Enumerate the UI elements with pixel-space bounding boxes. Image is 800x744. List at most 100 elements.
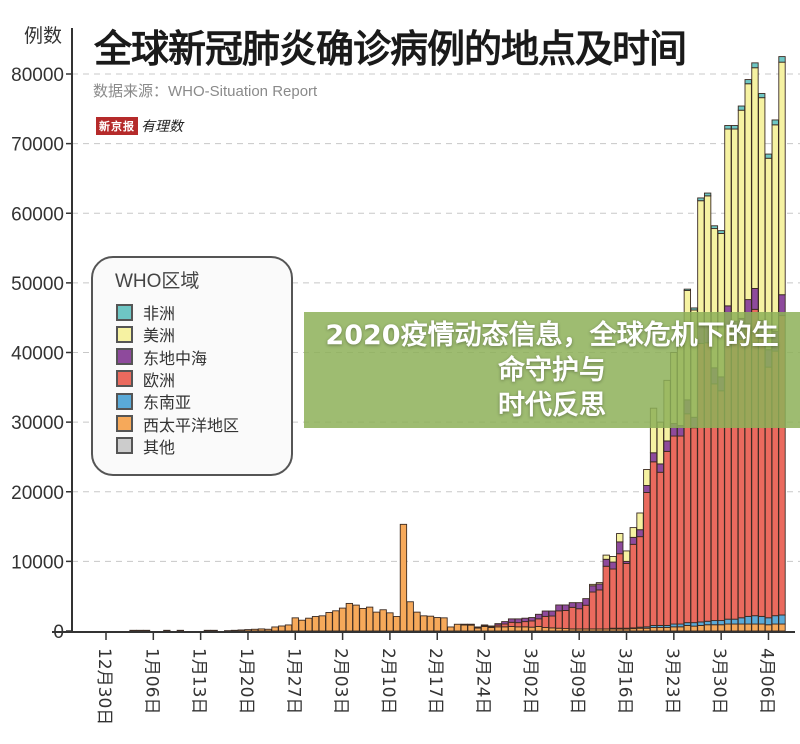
bar-1/19 — [237, 629, 245, 632]
bar-segment — [737, 617, 746, 625]
bar-2/02 — [332, 610, 340, 632]
logo-box: 新京报 — [96, 117, 138, 135]
bar-segment — [298, 619, 306, 632]
bar-segment — [771, 124, 779, 333]
legend-item: 非洲 — [116, 301, 175, 323]
bar-1/04 — [136, 629, 144, 632]
legend-swatch — [116, 370, 133, 388]
bar-segment — [609, 568, 617, 629]
bar-segment — [676, 626, 685, 632]
bar-3/14 — [609, 556, 617, 632]
x-tick-label: 3月09日 — [567, 648, 587, 714]
y-tick-label: 40000 — [11, 344, 64, 365]
bar-1/18 — [230, 629, 239, 632]
bar-segment — [271, 626, 279, 632]
bar-segment — [521, 626, 529, 632]
bar-segment — [521, 617, 529, 623]
bar-segment — [176, 629, 185, 632]
bar-segment — [582, 598, 590, 606]
bar-segment — [602, 554, 610, 560]
bar-segment — [636, 512, 644, 531]
bar-segment — [568, 602, 577, 608]
bar-2/18 — [440, 617, 448, 632]
bar-segment — [541, 627, 550, 632]
legend-label: 东南亚 — [143, 393, 192, 413]
legend-label: 美洲 — [143, 326, 176, 346]
bar-3/01 — [521, 617, 529, 632]
banner-line-1: 2020疫情动态信息，全球危机下的生命守护与 — [325, 319, 779, 386]
bar-2/14 — [413, 611, 421, 632]
bar-segment — [562, 610, 570, 630]
bar-segment — [163, 629, 171, 632]
bar-segment — [744, 83, 752, 301]
bar-segment — [751, 615, 759, 625]
bar-segment — [514, 626, 523, 632]
bar-segment — [649, 452, 658, 463]
bar-segment — [717, 624, 725, 632]
bar-2/03 — [338, 607, 347, 632]
bar-3/13 — [602, 554, 610, 632]
bar-segment — [622, 550, 631, 562]
bar-1/03 — [129, 629, 137, 632]
bar-segment — [690, 427, 698, 624]
bar-segment — [758, 97, 766, 321]
bar-4/08 — [778, 56, 786, 632]
bar-segment — [629, 543, 637, 629]
bar-segment — [514, 618, 523, 624]
bar-1/21 — [251, 628, 259, 632]
bar-segment — [453, 623, 462, 632]
bar-segment — [744, 79, 752, 85]
bar-segment — [507, 618, 516, 623]
bar-segment — [622, 563, 631, 629]
bar-1/14 — [203, 629, 212, 632]
bar-segment — [548, 627, 556, 632]
bar-segment — [589, 583, 597, 587]
bar-segment — [744, 615, 752, 625]
bar-segment — [663, 627, 671, 632]
bar-segment — [332, 610, 340, 632]
bar-segment — [460, 623, 468, 626]
y-tick-label: 50000 — [11, 274, 64, 295]
bar-1/22 — [257, 628, 266, 632]
bar-segment — [507, 626, 516, 632]
bar-segment — [737, 109, 746, 319]
bar-segment — [737, 105, 746, 111]
data-source: 数据来源：WHO-Situation Report — [93, 83, 318, 100]
bar-segment — [616, 541, 624, 555]
bar-segment — [372, 611, 381, 632]
bar-segment — [724, 125, 732, 130]
bar-3/08 — [568, 602, 577, 632]
bar-segment — [731, 128, 739, 322]
bar-segment — [731, 618, 739, 625]
bar-segment — [683, 413, 692, 624]
bar-segment — [534, 626, 543, 632]
bar-segment — [737, 623, 746, 632]
bar-segment — [778, 56, 786, 63]
bar-segment — [230, 629, 239, 632]
bar-segment — [724, 128, 732, 307]
bar-2/11 — [393, 616, 401, 632]
x-tick-label: 1月06日 — [141, 648, 161, 714]
y-tick-label: 30000 — [11, 413, 64, 434]
bar-3/17 — [629, 527, 637, 632]
bar-segment — [541, 610, 550, 617]
bar-2/23 — [474, 626, 482, 632]
bar-2/21 — [460, 623, 468, 632]
bar-1/27 — [291, 617, 299, 632]
bar-segment — [670, 626, 678, 632]
bar-segment — [643, 485, 651, 493]
chart-title: 全球新冠肺炎确诊病例的地点及时间 — [94, 27, 687, 71]
bar-segment — [420, 615, 428, 632]
bar-2/07 — [365, 606, 374, 632]
bar-3/04 — [541, 610, 550, 632]
bar-segment — [379, 609, 387, 632]
bar-segment — [575, 608, 583, 630]
bar-3/10 — [582, 598, 590, 632]
bar-segment — [724, 618, 732, 625]
x-tick-label: 3月02日 — [520, 648, 540, 714]
bar-segment — [291, 617, 299, 632]
bar-segment — [697, 197, 705, 202]
bar-segment — [751, 287, 759, 310]
bar-2/19 — [447, 626, 455, 632]
bar-3/18 — [636, 512, 644, 632]
